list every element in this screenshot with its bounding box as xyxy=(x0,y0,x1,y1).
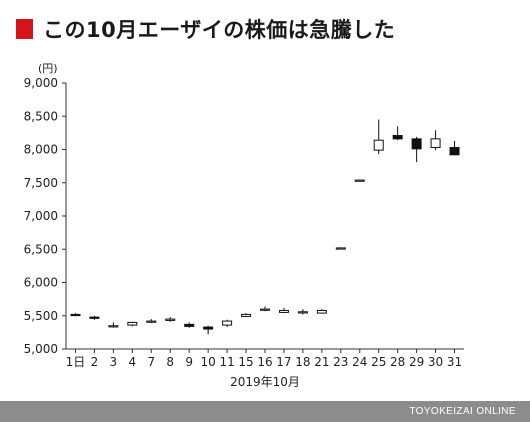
candle-body-down xyxy=(449,147,460,156)
x-tick-label: 11 xyxy=(219,355,234,369)
candle xyxy=(108,322,119,328)
candle xyxy=(354,179,365,182)
chart-header: この10月エーザイの株価は急騰した xyxy=(16,14,395,44)
candle-body-up xyxy=(241,313,252,317)
candle xyxy=(89,315,100,320)
x-tick-label: 31 xyxy=(447,355,462,369)
x-tick-label: 17 xyxy=(276,355,291,369)
candle-body-up xyxy=(316,309,327,314)
x-tick-label: 2 xyxy=(91,355,99,369)
y-tick-label: 6,000 xyxy=(24,276,58,290)
candle-body-up xyxy=(165,318,176,321)
candle xyxy=(184,322,195,328)
candle xyxy=(127,321,138,327)
y-unit-label: (円) xyxy=(38,62,58,75)
source-credit: TOYOKEIZAI ONLINE xyxy=(409,406,516,417)
candlestick-chart: 5,000 5,500 6,000 6,500 7,000 7,500 8,000 8,500… xyxy=(24,62,464,389)
y-tick-label: 9,000 xyxy=(24,76,58,90)
candle-body-up xyxy=(354,179,365,182)
candle xyxy=(297,309,308,315)
candle-body-up xyxy=(297,311,308,314)
axes xyxy=(62,82,464,353)
x-tick-label: 15 xyxy=(238,355,253,369)
x-axis-title: 2019年10月 xyxy=(230,375,300,389)
candle-body-down xyxy=(70,313,81,317)
candle xyxy=(260,306,270,312)
x-tick-label: 16 xyxy=(257,355,272,369)
y-tick-label: 5,500 xyxy=(24,309,58,323)
candle xyxy=(335,247,346,250)
x-tick-label: 29 xyxy=(409,355,424,369)
x-tick-label: 25 xyxy=(371,355,386,369)
chart-title: この10月エーザイの株価は急騰した xyxy=(43,18,396,42)
y-tick-label: 5,000 xyxy=(24,342,58,356)
x-tick-label: 21 xyxy=(314,355,329,369)
x-tick-label: 9 xyxy=(185,355,193,369)
candles xyxy=(70,119,460,335)
x-tick-label: 3 xyxy=(110,355,118,369)
candle-body-up xyxy=(127,321,138,326)
y-tick-label: 7,000 xyxy=(24,209,58,223)
candle-body-up xyxy=(278,309,289,313)
candle-body-up xyxy=(108,325,119,328)
x-tick-label: 8 xyxy=(166,355,174,369)
x-tick-label: 10 xyxy=(201,355,216,369)
candle-body-up xyxy=(430,138,441,149)
candle xyxy=(222,319,233,328)
candle xyxy=(430,130,441,151)
axis-labels: 5,000 5,500 6,000 6,500 7,000 7,500 8,000 8,500… xyxy=(24,62,463,389)
x-tick-label: 28 xyxy=(390,355,405,369)
candle-body-down xyxy=(184,323,195,327)
y-tick-label: 8,500 xyxy=(24,109,58,123)
candle-body-down xyxy=(89,316,100,319)
candle-body-up xyxy=(222,320,233,326)
candle-body-down xyxy=(392,135,403,140)
candle xyxy=(278,307,289,314)
candle xyxy=(241,313,252,318)
title-accent-mark xyxy=(16,19,33,39)
candle-body-up xyxy=(260,308,270,311)
candle xyxy=(70,313,81,317)
x-tick-label: 7 xyxy=(147,355,155,369)
candle xyxy=(411,136,422,163)
x-tick-label: 24 xyxy=(352,355,367,369)
y-tick-label: 6,500 xyxy=(24,242,58,256)
x-tick-label: 23 xyxy=(333,355,348,369)
candle xyxy=(146,319,157,324)
candle xyxy=(203,325,214,335)
y-tick-label: 8,000 xyxy=(24,143,58,157)
candle-body-up xyxy=(373,139,384,151)
candle-body-down xyxy=(203,326,214,330)
candle xyxy=(165,317,176,322)
candle xyxy=(392,126,403,141)
x-tick-label: 30 xyxy=(428,355,443,369)
candle-body-down xyxy=(411,138,422,150)
x-tick-label: 1日 xyxy=(66,355,86,369)
candle xyxy=(449,140,460,156)
y-tick-label: 7,500 xyxy=(24,176,58,190)
candle xyxy=(316,309,327,314)
x-tick-label: 18 xyxy=(295,355,310,369)
candle xyxy=(373,119,384,155)
x-tick-label: 4 xyxy=(129,355,137,369)
candle-body-up xyxy=(335,247,346,250)
footer-bar: TOYOKEIZAI ONLINE xyxy=(0,401,530,422)
candle-body-up xyxy=(146,320,157,323)
